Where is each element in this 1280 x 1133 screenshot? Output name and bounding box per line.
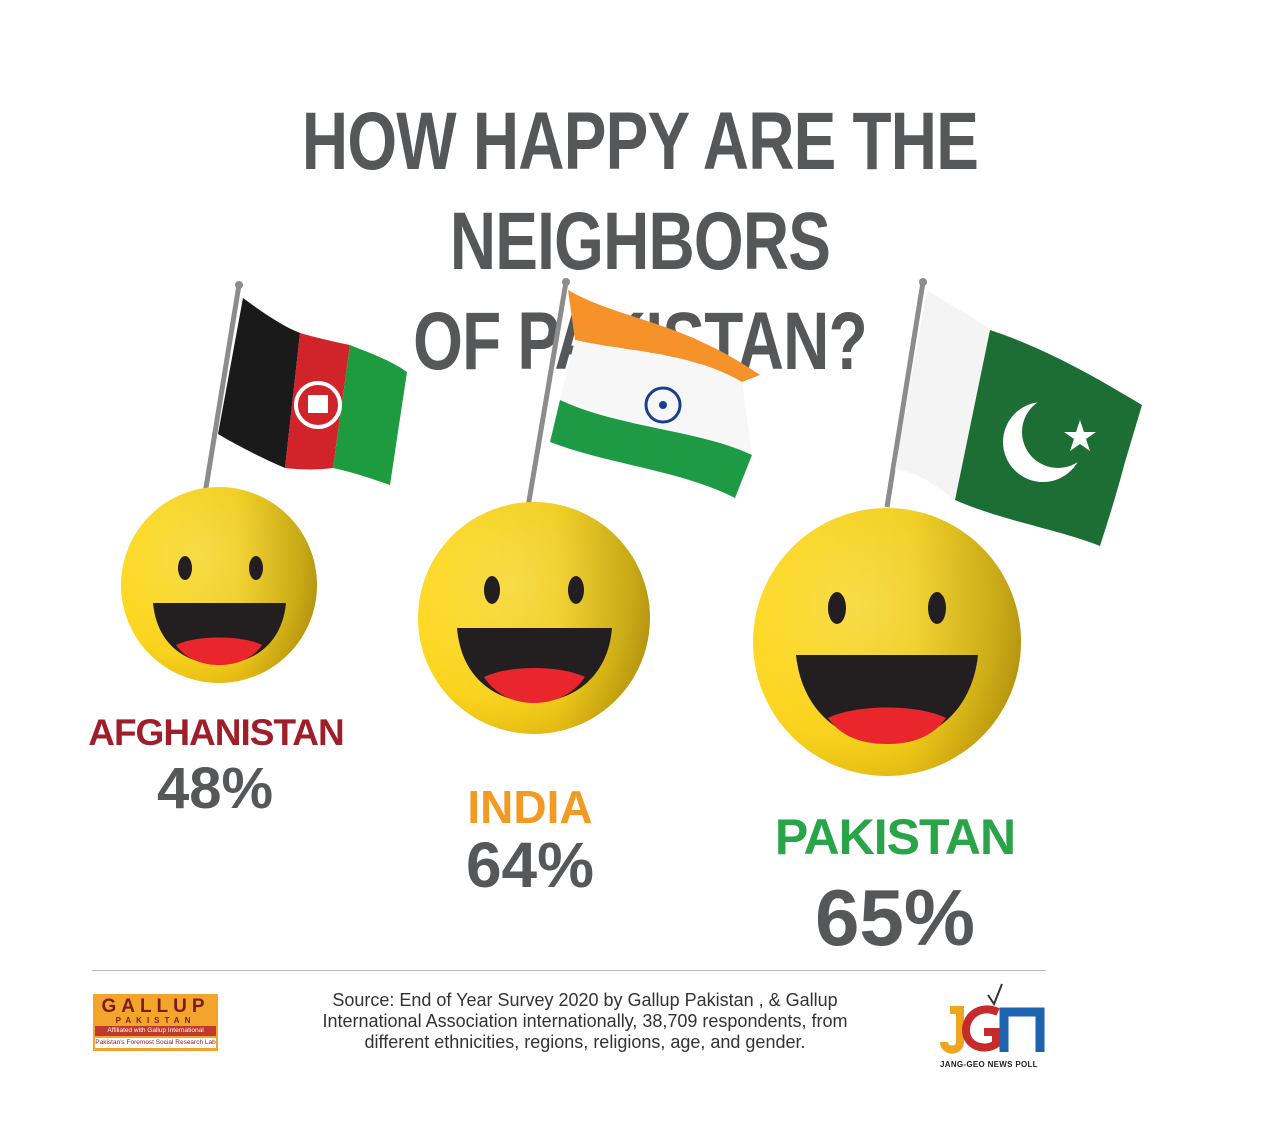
india-smiley bbox=[418, 502, 650, 734]
pakistan-smiley bbox=[753, 508, 1021, 776]
percent-india: 64% bbox=[465, 829, 595, 901]
source-line-2: International Association internationall… bbox=[322, 1011, 848, 1031]
country-name-pakistan: PAKISTAN bbox=[774, 809, 1016, 865]
jgn-logo-mark bbox=[940, 983, 1045, 1054]
source-line-3: different ethnicities, regions, religion… bbox=[364, 1032, 806, 1052]
title-line-1: HOW HAPPY ARE THE NEIGHBORS bbox=[301, 96, 979, 287]
source-note: Source: End of Year Survey 2020 by Gallu… bbox=[255, 990, 915, 1053]
afghanistan-smiley bbox=[121, 487, 317, 683]
gallup-logo-line2: PAKISTAN bbox=[115, 1016, 196, 1025]
country-name-india: INDIA bbox=[467, 781, 593, 833]
source-line-1: Source: End of Year Survey 2020 by Gallu… bbox=[332, 990, 838, 1010]
gallup-logo-line1: GALLUP bbox=[101, 996, 210, 1017]
gallup-logo-line3: Affiliated with Gallup International bbox=[95, 1026, 216, 1036]
page-title: HOW HAPPY ARE THE NEIGHBORS OF PAKISTAN? bbox=[141, 92, 1139, 392]
gallup-logo-line4: Pakistan's Foremost Social Research Lab bbox=[95, 1038, 216, 1048]
india-flag bbox=[525, 278, 760, 508]
divider bbox=[92, 970, 1046, 971]
country-name-afghanistan: AFGHANISTAN bbox=[88, 712, 345, 753]
gallup-pakistan-logo: GALLUP PAKISTAN Affiliated with Gallup I… bbox=[93, 994, 218, 1051]
afghanistan-flag bbox=[201, 281, 407, 501]
pakistan-flag bbox=[884, 278, 1142, 546]
jgn-logo-text: JANG-GEO NEWS POLL bbox=[940, 1060, 1038, 1069]
percent-pakistan: 65% bbox=[814, 873, 976, 962]
percent-afghanistan: 48% bbox=[156, 756, 274, 821]
